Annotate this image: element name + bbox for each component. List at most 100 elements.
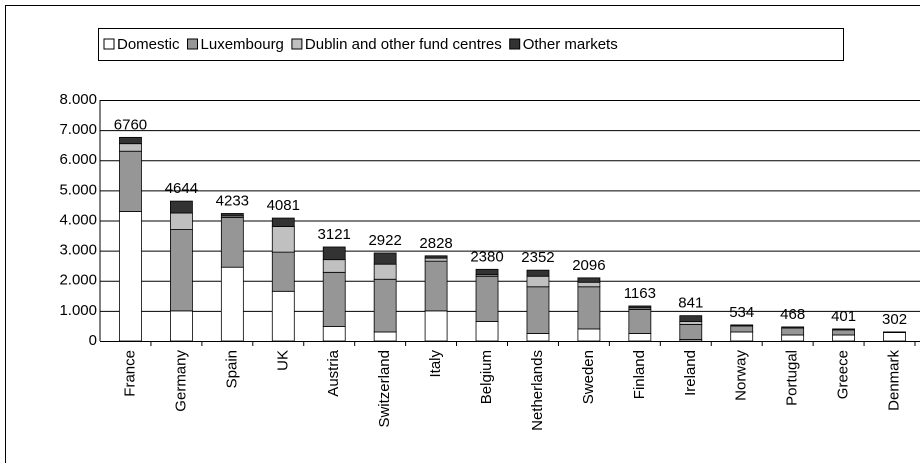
bar-segment: [628, 333, 652, 342]
total-label: 2352: [521, 249, 554, 266]
total-label: 4081: [267, 197, 300, 214]
y-tick-label: 2.000: [59, 272, 97, 289]
bar-segment: [475, 321, 499, 342]
bar-segment: [424, 255, 448, 259]
total-label: 841: [678, 295, 703, 312]
bar-segment: [424, 257, 448, 262]
y-tick-label: 7.000: [59, 121, 97, 138]
x-tick-label: Netherlands: [529, 350, 546, 431]
total-label: 468: [780, 306, 805, 323]
total-label: 2096: [572, 257, 605, 274]
legend-label: Luxembourg: [201, 36, 284, 53]
y-tick-label: 6.000: [59, 151, 97, 168]
x-tick-label: Portugal: [784, 350, 801, 406]
bar-segment: [781, 327, 805, 336]
bar-segment: [577, 328, 601, 342]
total-label: 302: [882, 311, 907, 328]
legend-swatch: [103, 38, 115, 50]
bar-segment: [628, 305, 652, 309]
bar-segment: [322, 259, 346, 273]
legend-box: [98, 28, 844, 61]
y-tick-label: 4.000: [59, 211, 97, 228]
bar-segment: [679, 321, 703, 325]
bar-segment: [119, 136, 142, 145]
x-tick-label: Ireland: [682, 350, 699, 396]
bar-segment: [781, 334, 805, 342]
chart-border: [5, 5, 920, 463]
bar-segment: [271, 251, 295, 292]
bar-segment: [170, 200, 193, 214]
x-tick-label: Greece: [835, 350, 852, 399]
total-label: 4233: [216, 192, 249, 209]
legend-label: Other markets: [523, 36, 618, 53]
legend-swatch: [291, 38, 303, 50]
bar-segment: [526, 275, 550, 288]
x-tick-label: Belgium: [478, 350, 495, 404]
total-label: 4644: [165, 180, 198, 197]
bar-segment: [220, 217, 244, 268]
x-tick-label: Denmark: [886, 350, 903, 411]
bar-segment: [730, 324, 754, 327]
x-tick-label: Germany: [172, 350, 189, 412]
bar-segment: [322, 271, 346, 327]
bar-segment: [373, 252, 397, 265]
total-label: 534: [729, 304, 754, 321]
bar-segment: [577, 281, 601, 288]
bar-segment: [373, 331, 397, 342]
total-label: 6760: [114, 116, 147, 133]
bar-segment: [170, 310, 193, 342]
bar-segment: [679, 315, 703, 322]
bar-segment: [119, 143, 142, 152]
legend-label: Domestic: [117, 36, 180, 53]
y-tick-label: 8.000: [59, 91, 97, 108]
x-tick-label: Italy: [427, 350, 444, 378]
bar-segment: [526, 333, 550, 342]
bar-segment: [526, 286, 550, 334]
bar-segment: [577, 286, 601, 330]
bar-segment: [322, 246, 346, 261]
bar-segment: [475, 275, 499, 322]
y-tick-label: 3.000: [59, 242, 97, 259]
bar-segment: [373, 263, 397, 280]
x-tick-label: Finland: [631, 350, 648, 399]
bar-segment: [526, 269, 550, 277]
total-label: 2380: [470, 248, 503, 265]
y-tick-label: 5.000: [59, 181, 97, 198]
bar-segment: [832, 328, 855, 331]
y-tick-label: 0: [89, 332, 97, 349]
bar-segment: [730, 325, 754, 333]
bar-segment: [119, 211, 142, 342]
bar-segment: [322, 326, 346, 342]
bar-segment: [271, 290, 295, 342]
bar-segment: [781, 326, 805, 329]
y-tick-label: 1.000: [59, 302, 97, 319]
total-label: 3121: [318, 226, 351, 243]
legend-label: Dublin and other fund centres: [305, 36, 502, 53]
x-tick-label: Switzerland: [376, 350, 393, 428]
bar-segment: [730, 331, 754, 342]
bar-segment: [577, 277, 601, 283]
bar-segment: [170, 229, 193, 312]
bar-segment: [220, 266, 244, 342]
total-label: 2922: [368, 232, 401, 249]
x-tick-label: Norway: [733, 350, 750, 401]
bar-segment: [832, 329, 855, 336]
x-tick-label: Spain: [223, 350, 240, 388]
bar-segment: [119, 150, 142, 212]
bar-segment: [679, 324, 703, 340]
x-tick-label: Sweden: [580, 350, 597, 404]
bar-segment: [424, 310, 448, 342]
total-label: 401: [831, 308, 856, 325]
bar-segment: [271, 217, 295, 227]
x-tick-label: UK: [274, 350, 291, 371]
bar-segment: [424, 260, 448, 312]
legend-swatch: [187, 38, 199, 50]
bar-segment: [220, 213, 244, 217]
bar-segment: [832, 334, 855, 342]
bar-segment: [883, 332, 906, 342]
bar-segment: [475, 268, 499, 276]
x-tick-label: France: [121, 350, 138, 397]
x-tick-label: Austria: [325, 349, 342, 396]
bar-segment: [170, 212, 193, 230]
